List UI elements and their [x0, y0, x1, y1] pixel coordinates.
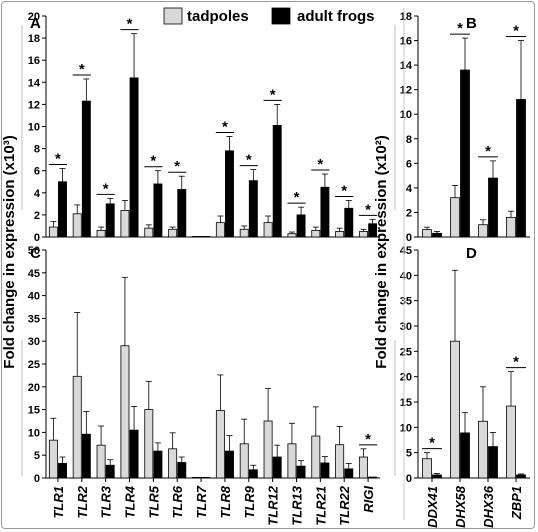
- bar-a-tlr7-tadpoles: [192, 235, 201, 238]
- category-label-tlr3: TLR3: [99, 485, 114, 518]
- panel-c-ytick-label: 0: [34, 473, 40, 485]
- category-label-dhx36: DHX36: [481, 485, 496, 528]
- bar-c-rigi-adult-frogs: [368, 476, 378, 479]
- panel-b-ytick-label: 10: [400, 109, 412, 121]
- panel-b-ytick-label: 2: [406, 207, 412, 219]
- panel-a-ytick-label: 2: [34, 210, 40, 222]
- significance-star-b-dhx36: *: [485, 143, 491, 160]
- panel-c-ytick-label: 45: [28, 268, 40, 280]
- panel-b-ytick-label: 18: [400, 11, 412, 23]
- category-label-tlr7: TLR7: [194, 485, 209, 518]
- panel-c-ytick-label: 10: [28, 427, 40, 439]
- legend-label-tadpoles: tadpoles: [187, 8, 249, 25]
- category-label-dhx58: DHX58: [453, 485, 468, 528]
- panel-a-ytick-label: 10: [28, 122, 40, 134]
- significance-star-a-tlr4: *: [127, 16, 133, 33]
- category-label-ddx41: DDX41: [425, 486, 440, 528]
- category-label-tlr6: TLR6: [170, 485, 185, 518]
- panel-a-ytick-label: 18: [28, 33, 40, 45]
- significance-star-a-tlr12: *: [270, 86, 276, 103]
- significance-star-b-dhx58: *: [457, 20, 463, 37]
- significance-star-a-tlr9: *: [246, 152, 252, 169]
- significance-star-d-zbp1: *: [513, 354, 519, 371]
- panel-c-ytick-label: 15: [28, 405, 40, 417]
- category-label-tlr21: TLR21: [313, 486, 328, 526]
- significance-star-a-tlr8: *: [222, 118, 228, 135]
- category-label-zbp1: ZBP1: [509, 486, 524, 520]
- panel-d-ytick-label: 15: [400, 397, 412, 409]
- significance-star-d-ddx41: *: [429, 435, 435, 452]
- panel-d-ytick-label: 20: [400, 372, 412, 384]
- panel-a-ytick-label: 4: [34, 188, 41, 200]
- panel-c-ytick-label: 40: [28, 291, 40, 303]
- category-label-tlr4: TLR4: [123, 485, 138, 518]
- panel-b-ytick-label: 12: [400, 85, 412, 97]
- panel-b-ytick-label: 0: [406, 232, 412, 244]
- category-label-tlr8: TLR8: [218, 485, 233, 518]
- panel-a-ytick-label: 16: [28, 55, 40, 67]
- panel-b-ytick-label: 14: [400, 60, 413, 72]
- panel-letter-c: C: [30, 245, 41, 262]
- category-label-tlr22: TLR22: [337, 485, 352, 526]
- panel-d-ytick-label: 0: [406, 473, 412, 485]
- panel-b-ytick-label: 16: [400, 36, 412, 48]
- legend-swatch-tadpoles: [163, 7, 183, 25]
- panel-a-ytick-label: 20: [28, 11, 40, 23]
- panel-d-ytick-label: 45: [400, 245, 412, 257]
- panel-d-ytick-label: 30: [400, 321, 412, 333]
- panel-b-ytick-label: 6: [406, 158, 412, 170]
- panel-c-ytick-label: 25: [28, 359, 40, 371]
- significance-star-a-tlr5: *: [150, 153, 156, 170]
- panel-a-ytick-label: 8: [34, 144, 40, 156]
- panel-c-ytick-label: 35: [28, 313, 40, 325]
- significance-star-c-rigi: *: [365, 431, 371, 448]
- panel-d-ytick-label: 5: [406, 448, 412, 460]
- category-label-tlr1: TLR1: [51, 486, 66, 519]
- category-label-tlr9: TLR9: [242, 485, 257, 518]
- category-label-tlr12: TLR12: [266, 485, 281, 526]
- panel-letter-a: A: [30, 15, 41, 32]
- panel-c-ytick-label: 5: [34, 450, 40, 462]
- panel-d-ytick-label: 35: [400, 296, 412, 308]
- legend-swatch-adult-frogs: [271, 7, 291, 25]
- bar-c-tlr7-adult-frogs: [201, 476, 211, 479]
- panel-letter-d: D: [466, 245, 477, 262]
- panel-a-ytick-label: 14: [28, 77, 41, 89]
- bar-a-tlr7-adult-frogs: [201, 235, 211, 238]
- panel-letter-b: B: [466, 15, 477, 32]
- panel-d-ytick-label: 25: [400, 346, 412, 358]
- significance-star-a-rigi: *: [365, 201, 371, 218]
- significance-star-a-tlr13: *: [294, 189, 300, 206]
- panel-c-ytick-label: 30: [28, 336, 40, 348]
- panel-c-ytick-label: 20: [28, 382, 40, 394]
- significance-star-a-tlr3: *: [103, 180, 109, 197]
- legend: tadpoles adult frogs: [163, 7, 375, 25]
- category-label-rigi: RIGI: [361, 486, 376, 513]
- panel-b-ytick-label: 8: [406, 134, 412, 146]
- category-label-tlr2: TLR2: [75, 485, 90, 518]
- significance-star-b-zbp1: *: [513, 23, 519, 40]
- left-y-axis-label: Fold change in expression (x10³): [1, 135, 18, 368]
- right-y-axis-label: Fold change in expression (x10²): [373, 135, 390, 368]
- bar-c-tlr7-tadpoles: [192, 476, 201, 479]
- category-label-tlr5: TLR5: [146, 485, 161, 518]
- panel-b-ytick-label: 4: [406, 183, 413, 195]
- panel-a-ytick-label: 12: [28, 99, 40, 111]
- significance-star-a-tlr22: *: [341, 183, 347, 200]
- legend-label-adult-frogs: adult frogs: [297, 8, 375, 25]
- panel-a-ytick-label: 0: [34, 232, 40, 244]
- significance-star-a-tlr2: *: [79, 61, 85, 78]
- category-label-tlr13: TLR13: [290, 485, 305, 526]
- panel-a-ytick-label: 6: [34, 166, 40, 178]
- panel-d-ytick-label: 10: [400, 422, 412, 434]
- panel-d-ytick-label: 40: [400, 270, 412, 282]
- significance-star-a-tlr1: *: [55, 150, 61, 167]
- significance-star-a-tlr21: *: [317, 156, 323, 173]
- significance-star-a-tlr6: *: [174, 158, 180, 175]
- panel-c-ytick-label: 50: [28, 245, 40, 257]
